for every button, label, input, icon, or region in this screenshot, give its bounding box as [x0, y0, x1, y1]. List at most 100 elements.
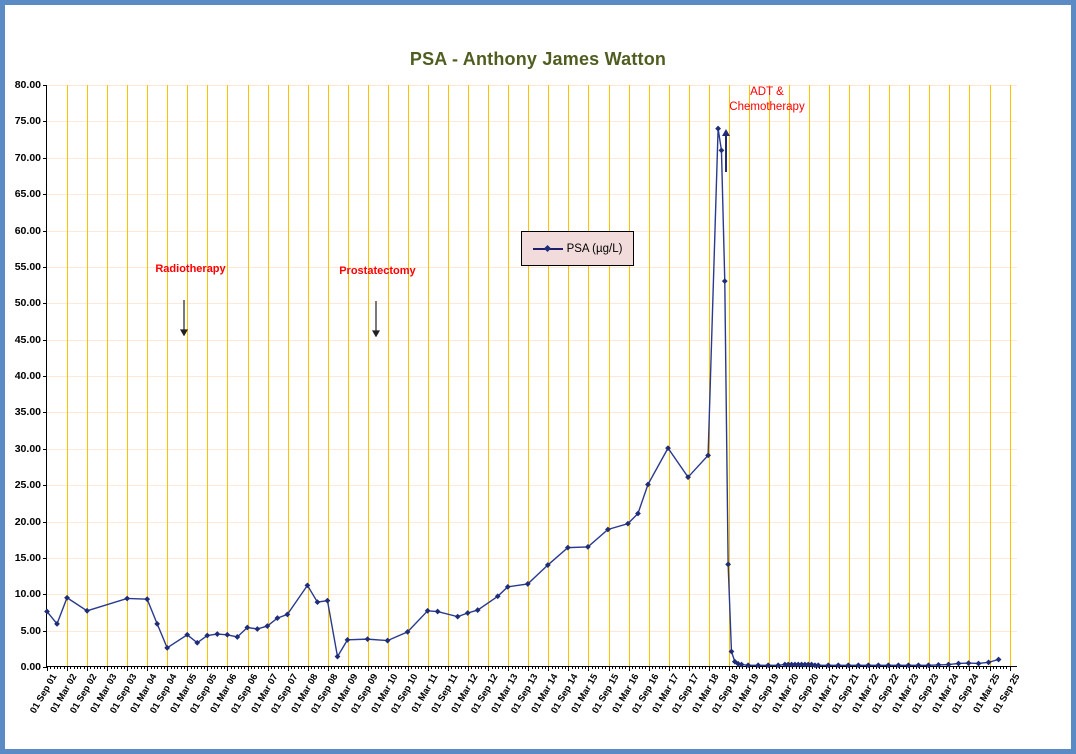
x-axis-tick-minor: [204, 666, 206, 669]
x-axis-tick-minor: [946, 666, 948, 669]
x-axis-tick-major: [728, 666, 730, 671]
x-axis-tick-minor: [93, 666, 95, 669]
vertical-gridline: [1009, 85, 1011, 666]
horizontal-gridline: [47, 339, 1017, 341]
x-axis-tick-minor: [665, 666, 667, 669]
x-axis-tick-major: [207, 666, 209, 671]
x-axis-tick-major: [768, 666, 770, 671]
x-axis-tick-major: [528, 666, 530, 671]
x-axis-tick-minor: [274, 666, 276, 669]
psa-data-point: [721, 278, 728, 284]
x-axis-tick-minor: [414, 666, 416, 669]
x-axis-tick-minor: [895, 666, 897, 669]
x-axis-tick-minor: [401, 666, 403, 669]
horizontal-gridline: [47, 376, 1017, 377]
psa-data-point: [194, 639, 201, 646]
vertical-gridline: [307, 85, 309, 666]
x-axis-tick-major: [347, 666, 349, 671]
vertical-gridline: [247, 85, 249, 666]
legend-series-swatch: [532, 244, 563, 254]
x-axis-tick-minor: [591, 666, 593, 669]
psa-line: [46, 128, 999, 666]
y-axis-tick-label: 50.00: [14, 297, 41, 310]
y-axis-tick-label: 80.00: [14, 79, 41, 91]
x-axis-label-group: 01 Sep 01 01 Mar 02 01 Sep 02 01 Mar 03 01 S…: [28, 668, 1022, 749]
annotation-arrow-radiotherapy: [177, 299, 191, 336]
x-axis-tick-minor: [117, 666, 119, 669]
x-axis-tick-minor: [678, 666, 680, 669]
y-axis-tick-label: 20.00: [14, 515, 41, 528]
legend-series-label: PSA (µg/L): [566, 242, 623, 255]
x-axis-tick-minor: [234, 666, 236, 669]
vertical-gridline: [648, 85, 650, 666]
psa-data-point: [798, 661, 805, 668]
x-axis-tick-major: [889, 666, 891, 671]
psa-data-point: [304, 582, 311, 589]
x-axis-tick-minor: [718, 666, 720, 669]
psa-data-point: [44, 608, 50, 615]
x-axis-tick-minor: [277, 666, 279, 669]
psa-data-point: [524, 581, 531, 587]
horizontal-gridline: [47, 412, 1017, 414]
x-axis-tick-minor: [464, 666, 466, 669]
vertical-gridline: [347, 85, 349, 666]
psa-data-point: [905, 662, 912, 669]
x-axis-tick-minor: [879, 666, 881, 669]
x-axis-tick-minor: [795, 666, 797, 669]
x-axis-tick-minor: [170, 666, 172, 669]
x-axis-tick-minor: [334, 666, 336, 669]
psa-data-point: [645, 481, 651, 488]
x-axis-tick-minor: [424, 666, 426, 669]
x-axis-tick-minor: [765, 666, 767, 669]
x-axis-tick-minor: [444, 666, 446, 669]
vertical-gridline: [588, 85, 590, 666]
y-axis-tick: [43, 266, 47, 268]
x-axis-tick-minor: [501, 666, 503, 669]
x-axis-tick-minor: [919, 666, 921, 669]
y-axis-tick-label: 10.00: [14, 588, 41, 601]
x-axis-tick-major: [468, 666, 470, 671]
psa-data-point: [564, 544, 571, 551]
x-axis-tick-minor: [1006, 666, 1008, 669]
x-axis-tick-minor: [625, 666, 627, 669]
vertical-gridline: [127, 85, 129, 666]
x-axis-tick-minor: [762, 666, 764, 669]
x-axis-tick-minor: [478, 666, 480, 669]
chart-legend[interactable]: PSA (µg/L): [521, 231, 634, 266]
psa-data-point: [284, 611, 291, 618]
x-axis-tick-minor: [97, 666, 99, 669]
psa-data-point: [965, 660, 972, 666]
psa-data-point: [781, 661, 788, 668]
x-axis-tick-minor: [210, 666, 212, 669]
annotation-label-radiotherapy: Radiotherapy: [155, 263, 226, 276]
x-axis-tick-minor: [651, 666, 653, 669]
x-axis-tick-minor: [902, 666, 904, 669]
x-axis-tick-minor: [982, 666, 984, 669]
x-axis-tick-minor: [404, 666, 406, 669]
x-axis-tick-minor: [952, 666, 954, 669]
x-axis-tick-minor: [785, 666, 787, 669]
horizontal-gridline: [47, 448, 1017, 450]
x-axis-tick-minor: [123, 666, 125, 669]
x-axis-tick-minor: [732, 666, 734, 669]
x-axis-tick-minor: [160, 666, 162, 669]
x-axis-tick-minor: [842, 666, 844, 669]
x-axis-tick-major: [307, 666, 309, 671]
x-axis-tick-minor: [397, 666, 399, 669]
psa-data-point: [54, 620, 60, 627]
x-axis-tick-minor: [130, 666, 132, 669]
vertical-gridline: [969, 85, 971, 666]
x-axis-tick-minor: [601, 666, 603, 669]
x-axis-tick-major: [588, 666, 590, 671]
x-axis-tick-minor: [103, 666, 105, 669]
x-axis-tick-minor: [835, 666, 837, 669]
vertical-gridline: [909, 85, 911, 666]
vertical-gridline: [889, 85, 891, 666]
vertical-gridline: [367, 85, 369, 666]
x-axis-tick-major: [448, 666, 450, 671]
x-axis-tick-minor: [113, 666, 115, 669]
x-axis-tick-minor: [110, 666, 112, 669]
x-axis-tick-major: [428, 666, 430, 671]
x-axis-tick-minor: [855, 666, 857, 669]
psa-data-point: [925, 662, 932, 669]
